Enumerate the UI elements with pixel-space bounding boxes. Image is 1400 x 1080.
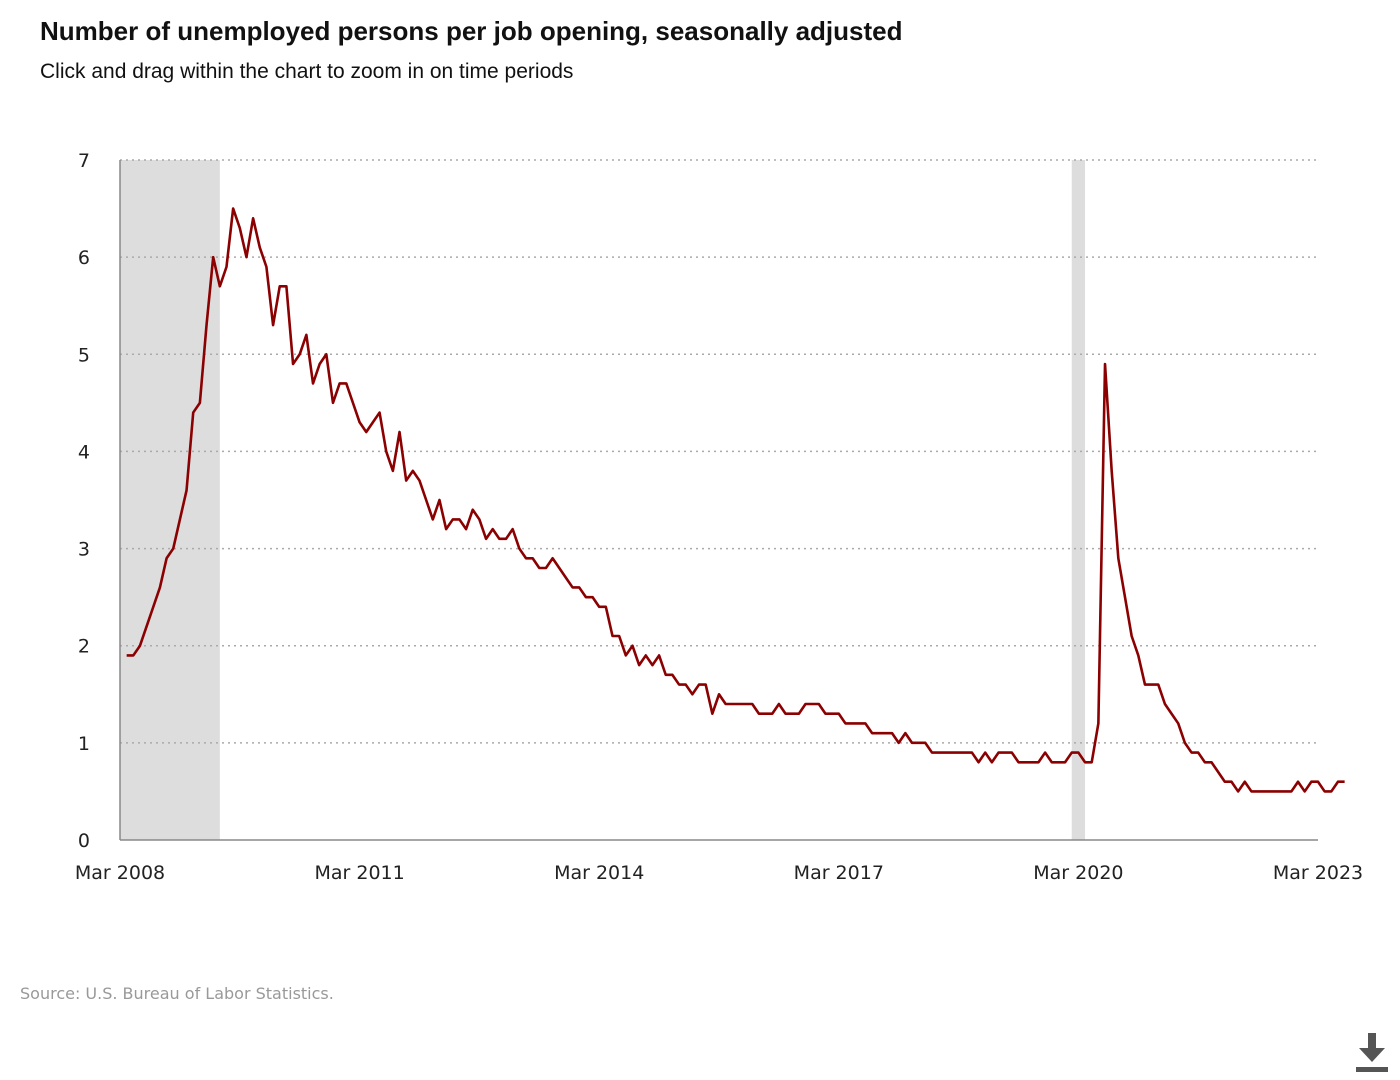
download-icon xyxy=(1356,1033,1388,1072)
y-tick-label: 4 xyxy=(78,441,90,463)
y-tick-label: 6 xyxy=(78,247,90,269)
series-line-0 xyxy=(126,207,1345,793)
gridlines xyxy=(120,159,1318,744)
axes xyxy=(119,160,1318,841)
x-tick-label: Mar 2017 xyxy=(794,862,884,884)
x-tick-label: Mar 2020 xyxy=(1033,862,1123,884)
recession-bands xyxy=(120,160,1086,840)
tick-labels: 0 1 2 3 4 5 6 7 Mar 2008 Mar 2011 Mar 2014 Mar 2017… xyxy=(75,150,1363,884)
download-button[interactable] xyxy=(1352,1030,1392,1074)
chart-subtitle: Click and drag within the chart to zoom … xyxy=(40,60,574,83)
recession-band-1 xyxy=(1071,160,1086,840)
y-tick-label: 2 xyxy=(78,636,90,658)
chart-title: Number of unemployed persons per job ope… xyxy=(40,16,903,46)
x-tick-label: Mar 2008 xyxy=(75,862,165,884)
series-line-group xyxy=(126,207,1345,793)
y-tick-label: 0 xyxy=(78,830,90,852)
y-tick-label: 3 xyxy=(78,539,90,561)
source-note: Source: U.S. Bureau of Labor Statistics. xyxy=(20,984,334,1003)
recession-band-0 xyxy=(120,160,220,840)
y-tick-label: 1 xyxy=(78,733,90,755)
x-tick-label: Mar 2023 xyxy=(1273,862,1363,884)
y-tick-label: 7 xyxy=(78,150,90,172)
y-tick-label: 5 xyxy=(78,344,90,366)
x-tick-label: Mar 2011 xyxy=(314,862,404,884)
x-tick-label: Mar 2014 xyxy=(554,862,644,884)
